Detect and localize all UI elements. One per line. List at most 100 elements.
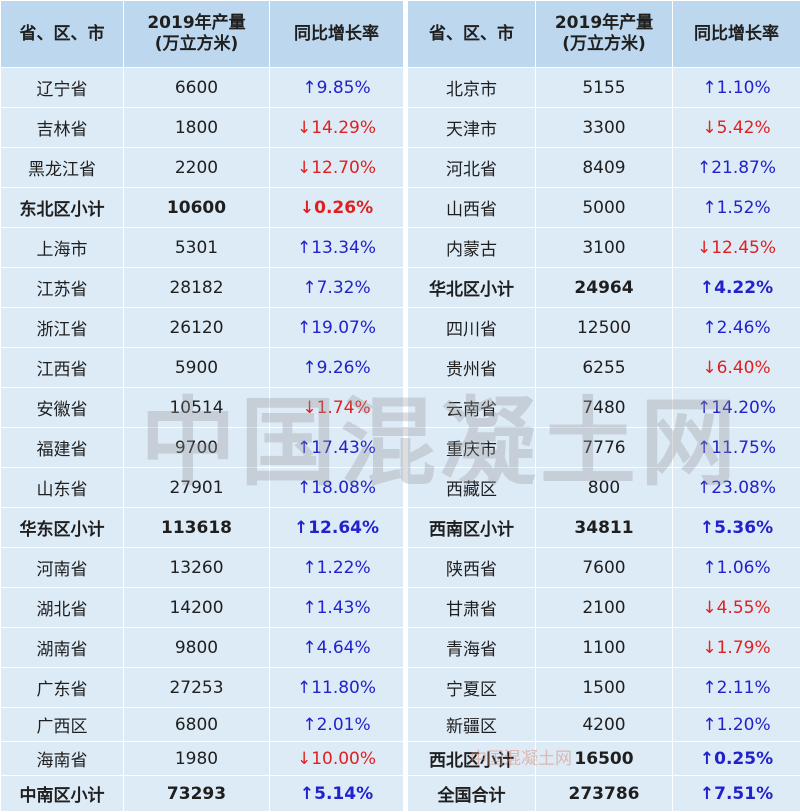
growth-cell: ↑5.14% <box>270 776 404 812</box>
growth-cell: ↑1.43% <box>270 588 404 628</box>
growth-cell: ↑2.11% <box>673 668 800 708</box>
region-cell: 湖南省 <box>1 628 124 668</box>
output-cell: 2100 <box>536 588 673 628</box>
region-cell: 青海省 <box>408 628 536 668</box>
growth-cell: ↑1.20% <box>673 708 800 742</box>
region-cell: 上海市 <box>1 228 124 268</box>
region-cell: 黑龙江省 <box>1 148 124 188</box>
growth-cell: ↑1.06% <box>673 548 800 588</box>
output-cell: 5155 <box>536 68 673 108</box>
region-cell: 山西省 <box>408 188 536 228</box>
growth-cell: ↑4.22% <box>673 268 800 308</box>
growth-cell: ↑23.08% <box>673 468 800 508</box>
header-row: 省、区、市 2019年产量 (万立方米) 同比增长率 省、区、市 2019年产量… <box>1 1 800 68</box>
region-cell: 河北省 <box>408 148 536 188</box>
output-cell: 13260 <box>124 548 270 588</box>
growth-cell: ↑13.34% <box>270 228 404 268</box>
region-cell: 海南省 <box>1 742 124 776</box>
header-growth-left: 同比增长率 <box>270 1 404 68</box>
output-cell: 7776 <box>536 428 673 468</box>
region-cell: 江西省 <box>1 348 124 388</box>
region-cell: 天津市 <box>408 108 536 148</box>
region-cell: 西藏区 <box>408 468 536 508</box>
header-output-left: 2019年产量 (万立方米) <box>124 1 270 68</box>
region-cell: 北京市 <box>408 68 536 108</box>
growth-cell: ↑12.64% <box>270 508 404 548</box>
output-cell: 9700 <box>124 428 270 468</box>
header-output-right: 2019年产量 (万立方米) <box>536 1 673 68</box>
output-cell: 8409 <box>536 148 673 188</box>
output-cell: 14200 <box>124 588 270 628</box>
growth-cell: ↓1.79% <box>673 628 800 668</box>
region-cell: 全国合计 <box>408 776 536 812</box>
region-cell: 浙江省 <box>1 308 124 348</box>
growth-cell: ↓0.26% <box>270 188 404 228</box>
growth-cell: ↓10.00% <box>270 742 404 776</box>
growth-cell: ↓14.29% <box>270 108 404 148</box>
output-cell: 5000 <box>536 188 673 228</box>
output-cell: 2200 <box>124 148 270 188</box>
output-cell: 7480 <box>536 388 673 428</box>
output-cell: 1800 <box>124 108 270 148</box>
growth-cell: ↓12.70% <box>270 148 404 188</box>
growth-cell: ↑7.51% <box>673 776 800 812</box>
growth-cell: ↑1.22% <box>270 548 404 588</box>
header-region-left: 省、区、市 <box>1 1 124 68</box>
region-cell: 华东区小计 <box>1 508 124 548</box>
output-cell: 12500 <box>536 308 673 348</box>
output-cell: 4200 <box>536 708 673 742</box>
output-cell: 7600 <box>536 548 673 588</box>
output-cell: 6255 <box>536 348 673 388</box>
growth-cell: ↑21.87% <box>673 148 800 188</box>
region-cell: 西北区小计 <box>408 742 536 776</box>
growth-cell: ↑17.43% <box>270 428 404 468</box>
output-cell: 800 <box>536 468 673 508</box>
output-cell: 5301 <box>124 228 270 268</box>
growth-cell: ↑11.75% <box>673 428 800 468</box>
output-cell: 1500 <box>536 668 673 708</box>
region-cell: 江苏省 <box>1 268 124 308</box>
region-cell: 湖北省 <box>1 588 124 628</box>
output-cell: 1980 <box>124 742 270 776</box>
growth-cell: ↑2.46% <box>673 308 800 348</box>
output-cell: 6600 <box>124 68 270 108</box>
region-cell: 吉林省 <box>1 108 124 148</box>
output-cell: 27253 <box>124 668 270 708</box>
output-cell: 28182 <box>124 268 270 308</box>
output-cell: 5900 <box>124 348 270 388</box>
region-cell: 安徽省 <box>1 388 124 428</box>
growth-cell: ↑2.01% <box>270 708 404 742</box>
region-cell: 辽宁省 <box>1 68 124 108</box>
output-cell: 6800 <box>124 708 270 742</box>
growth-cell: ↑4.64% <box>270 628 404 668</box>
region-cell: 东北区小计 <box>1 188 124 228</box>
growth-cell: ↑1.10% <box>673 68 800 108</box>
growth-cell: ↑0.25% <box>673 742 800 776</box>
region-cell: 中南区小计 <box>1 776 124 812</box>
output-cell: 1100 <box>536 628 673 668</box>
growth-cell: ↑19.07% <box>270 308 404 348</box>
header-growth-right: 同比增长率 <box>673 1 800 68</box>
region-cell: 西南区小计 <box>408 508 536 548</box>
region-cell: 内蒙古 <box>408 228 536 268</box>
growth-cell: ↑9.26% <box>270 348 404 388</box>
growth-cell: ↓6.40% <box>673 348 800 388</box>
growth-cell: ↑5.36% <box>673 508 800 548</box>
region-cell: 贵州省 <box>408 348 536 388</box>
region-cell: 广东省 <box>1 668 124 708</box>
growth-cell: ↓5.42% <box>673 108 800 148</box>
region-cell: 云南省 <box>408 388 536 428</box>
growth-cell: ↑1.52% <box>673 188 800 228</box>
